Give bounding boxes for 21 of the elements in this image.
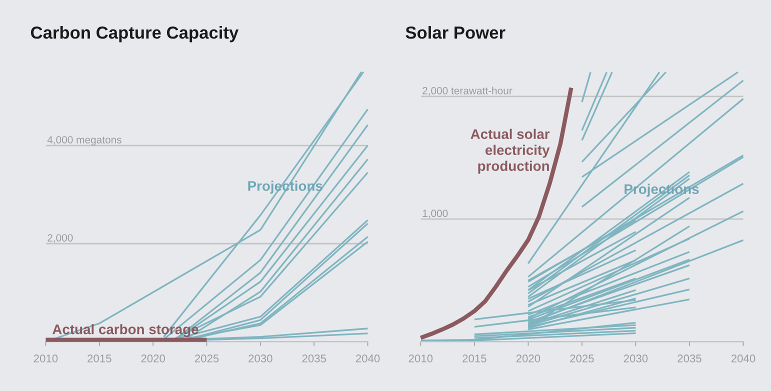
x-tick-label: 2025 — [570, 354, 594, 362]
x-tick-label: 2010 — [408, 354, 433, 362]
x-tick-label: 2015 — [462, 354, 486, 362]
x-tick-label: 2025 — [194, 354, 219, 362]
x-tick-label: 2020 — [516, 354, 540, 362]
y-tick-label: 2,000 — [48, 234, 73, 243]
y-tick-label: 4,000 megatons — [47, 136, 122, 146]
x-tick-label: 2040 — [731, 354, 756, 362]
x-tick-label: 2040 — [356, 354, 380, 362]
x-tick-label: 2035 — [678, 354, 702, 362]
x-tick-label: 2015 — [88, 354, 112, 362]
y-tick-label: 2,000 terawatt-hour — [422, 86, 512, 96]
chart-title: Solar Power — [406, 26, 506, 39]
x-tick-label: 2010 — [34, 354, 58, 362]
x-tick-label: 2035 — [302, 354, 326, 362]
y-tick-label: 1,000 — [422, 210, 448, 218]
chart-title: Carbon Capture Capacity — [30, 26, 239, 42]
x-tick-label: 2020 — [141, 354, 165, 362]
series-label: Actual solar electricity production — [470, 128, 550, 174]
x-tick-label: 2030 — [624, 354, 648, 362]
x-tick-label: 2030 — [248, 354, 272, 362]
